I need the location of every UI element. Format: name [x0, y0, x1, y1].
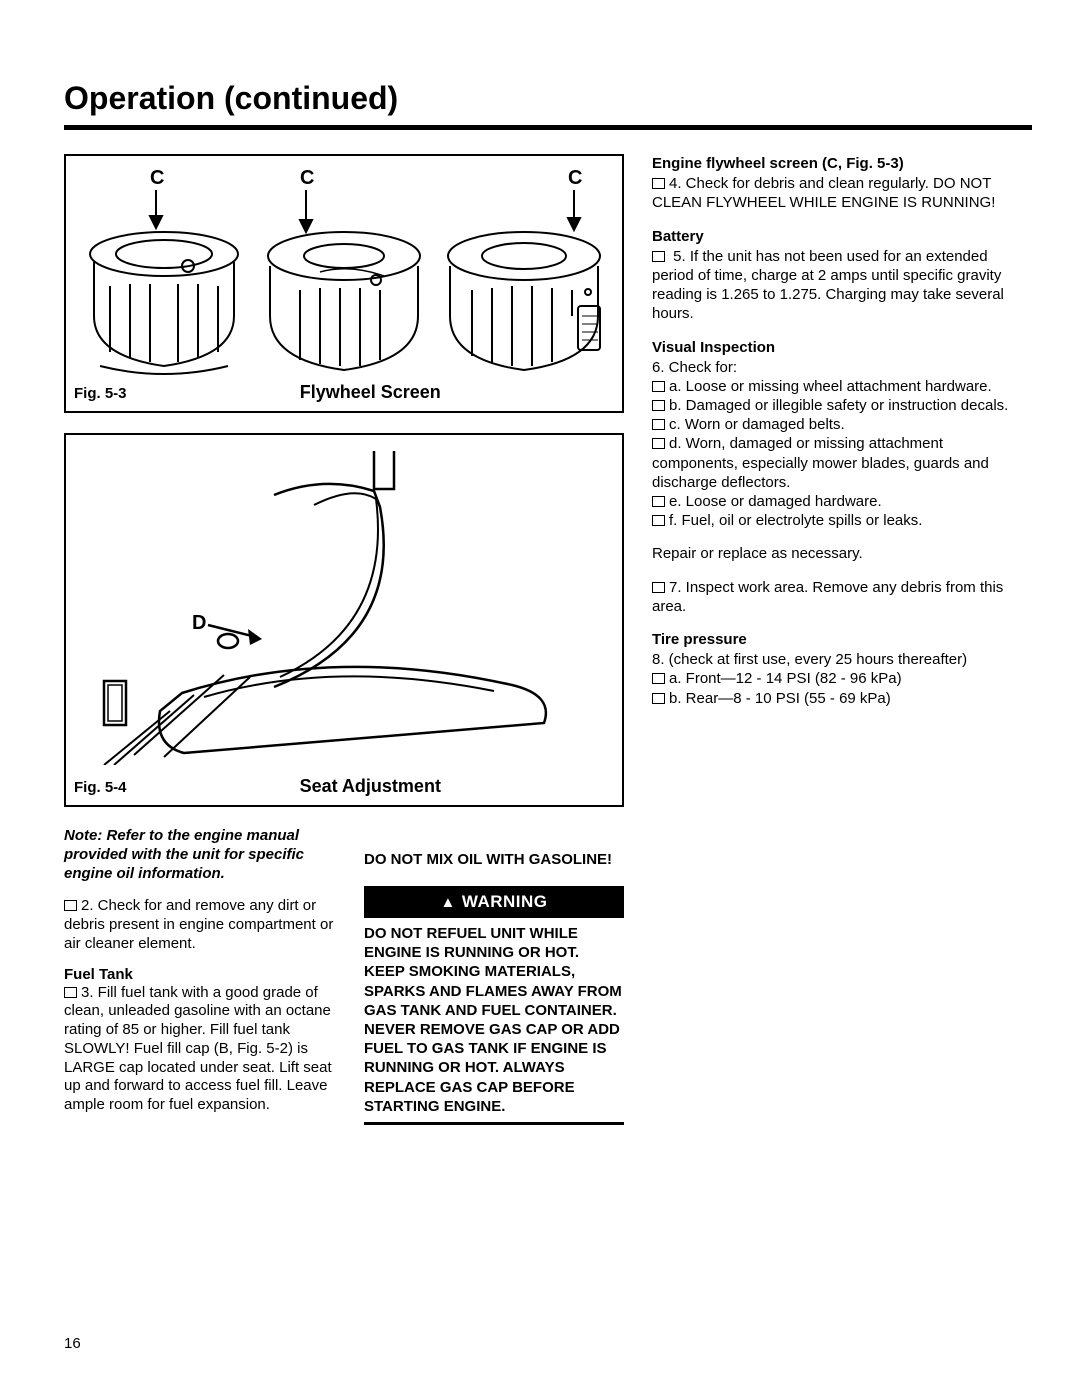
visual-e: e. Loose or damaged hardware. [652, 492, 1032, 511]
visual-b: b. Damaged or illegible safety or instru… [652, 396, 1032, 415]
engine-diagram-2: C [260, 166, 428, 376]
engine-diagram-1: C [80, 166, 248, 376]
fig-5-3-number: Fig. 5-3 [74, 385, 127, 402]
checkbox-icon [652, 515, 665, 526]
tire-a: a. Front—12 - 14 PSI (82 - 96 kPa) [652, 669, 1032, 688]
checkbox-icon [652, 381, 665, 392]
tire-b: b. Rear—8 - 10 PSI (55 - 69 kPa) [652, 689, 1032, 708]
visual-lead: 6. Check for: [652, 358, 1032, 377]
warning-text: DO NOT REFUEL UNIT WHILE ENGINE IS RUNNI… [364, 924, 624, 1125]
fig-5-3-caption: Flywheel Screen [300, 382, 441, 403]
flywheel-text: 4. Check for debris and clean regularly.… [652, 174, 1032, 212]
svg-text:C: C [300, 167, 314, 189]
svg-text:C: C [150, 167, 164, 189]
visual-c: c. Worn or damaged belts. [652, 415, 1032, 434]
warning-triangle-icon: ▲ [440, 894, 455, 911]
checkbox-icon [64, 987, 77, 998]
battery-text: 5. If the unit has not been used for an … [652, 247, 1032, 324]
seat-diagram: D [74, 445, 594, 765]
no-mix-text: DO NOT MIX OIL WITH GASOLINE! [364, 851, 624, 868]
checkbox-icon [64, 900, 77, 911]
battery-head: Battery [652, 227, 1032, 246]
title-rule [64, 125, 1032, 130]
visual-a: a. Loose or missing wheel attachment har… [652, 377, 1032, 396]
checkbox-icon [652, 496, 665, 507]
page-number: 16 [64, 1335, 81, 1352]
left-text-columns: Note: Refer to the engine manual provide… [64, 827, 624, 1127]
main-columns: C C [64, 154, 1032, 1127]
checkbox-icon [652, 251, 665, 262]
engine-note: Note: Refer to the engine manual provide… [64, 827, 344, 883]
checkbox-icon [652, 582, 665, 593]
fig-5-4-number: Fig. 5-4 [74, 779, 127, 796]
item-7: 7. Inspect work area. Remove any debris … [652, 578, 1032, 616]
checkbox-icon [652, 419, 665, 430]
left-column: C C [64, 154, 624, 1127]
tire-head: Tire pressure [652, 630, 1032, 649]
checkbox-icon [652, 673, 665, 684]
visual-d: d. Worn, damaged or missing attachment c… [652, 434, 1032, 492]
engine-diagram-3: C [440, 166, 608, 376]
checkbox-icon [652, 178, 665, 189]
svg-text:D: D [192, 612, 206, 634]
fuel-tank-head: Fuel Tank [64, 966, 344, 983]
fig-5-4-caption: Seat Adjustment [300, 776, 441, 797]
svg-text:C: C [568, 167, 582, 189]
repair-text: Repair or replace as necessary. [652, 544, 1032, 563]
fuel-tank-text: 3. Fill fuel tank with a good grade of c… [64, 984, 344, 1115]
warning-banner: ▲WARNING [364, 886, 624, 918]
figure-5-3: C C [64, 154, 624, 413]
tire-lead: 8. (check at first use, every 25 hours t… [652, 650, 1032, 669]
right-column: Engine flywheel screen (C, Fig. 5-3) 4. … [652, 154, 1032, 1127]
page-title: Operation (continued) [64, 80, 1032, 117]
figure-5-4: D Fig. 5-4 Seat Adjustment [64, 433, 624, 807]
flywheel-head: Engine flywheel screen (C, Fig. 5-3) [652, 154, 1032, 173]
visual-head: Visual Inspection [652, 338, 1032, 357]
checkbox-icon [652, 438, 665, 449]
item-2: 2. Check for and remove any dirt or debr… [64, 897, 344, 953]
visual-f: f. Fuel, oil or electrolyte spills or le… [652, 511, 1032, 530]
checkbox-icon [652, 693, 665, 704]
checkbox-icon [652, 400, 665, 411]
